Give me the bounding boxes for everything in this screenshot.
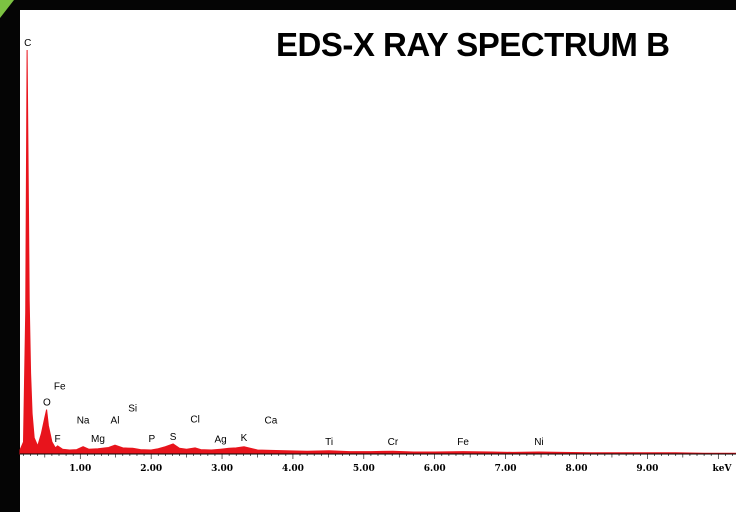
peak-label: Cl — [190, 414, 199, 425]
peak-label: F — [55, 434, 61, 445]
peak-label: Ag — [215, 435, 227, 446]
x-axis-ticks: 1.00 2.00 3.00 4.00 5.00 6.00 7.00 8.00 9.00 — [23, 454, 733, 474]
spectrum-area — [19, 49, 736, 455]
x-tick-label: 7.00 — [495, 464, 517, 474]
top-border-band — [0, 0, 736, 10]
x-tick-label: 3.00 — [211, 464, 233, 474]
peak-label: Na — [77, 416, 90, 427]
left-border-band — [0, 0, 20, 512]
x-axis-label: keV — [713, 464, 733, 474]
peak-label: C — [24, 38, 31, 49]
peak-label: Fe — [54, 381, 66, 392]
peak-label: O — [43, 398, 51, 409]
x-tick-label: 5.00 — [353, 464, 375, 474]
peak-label: Ca — [265, 416, 278, 427]
peak-label: Si — [128, 404, 137, 415]
chart-title: EDS-X RAY SPECTRUM B — [276, 26, 670, 63]
peak-label: Fe — [457, 437, 469, 448]
x-tick-label: 2.00 — [140, 464, 162, 474]
x-tick-label: 1.00 — [69, 464, 91, 474]
peak-label: Ni — [534, 437, 543, 448]
corner-accent — [0, 0, 14, 18]
x-tick-label: 8.00 — [566, 464, 588, 474]
peak-label: P — [149, 434, 156, 445]
peak-label: Mg — [91, 434, 105, 445]
x-tick-label: 9.00 — [636, 464, 658, 474]
x-tick-label: 6.00 — [424, 464, 446, 474]
peak-label: S — [170, 432, 177, 443]
peak-label: Cr — [388, 437, 399, 448]
x-tick-label: 4.00 — [282, 464, 304, 474]
peak-label: Al — [111, 416, 120, 427]
peak-label: K — [241, 433, 248, 444]
peak-label: Ti — [325, 437, 333, 448]
